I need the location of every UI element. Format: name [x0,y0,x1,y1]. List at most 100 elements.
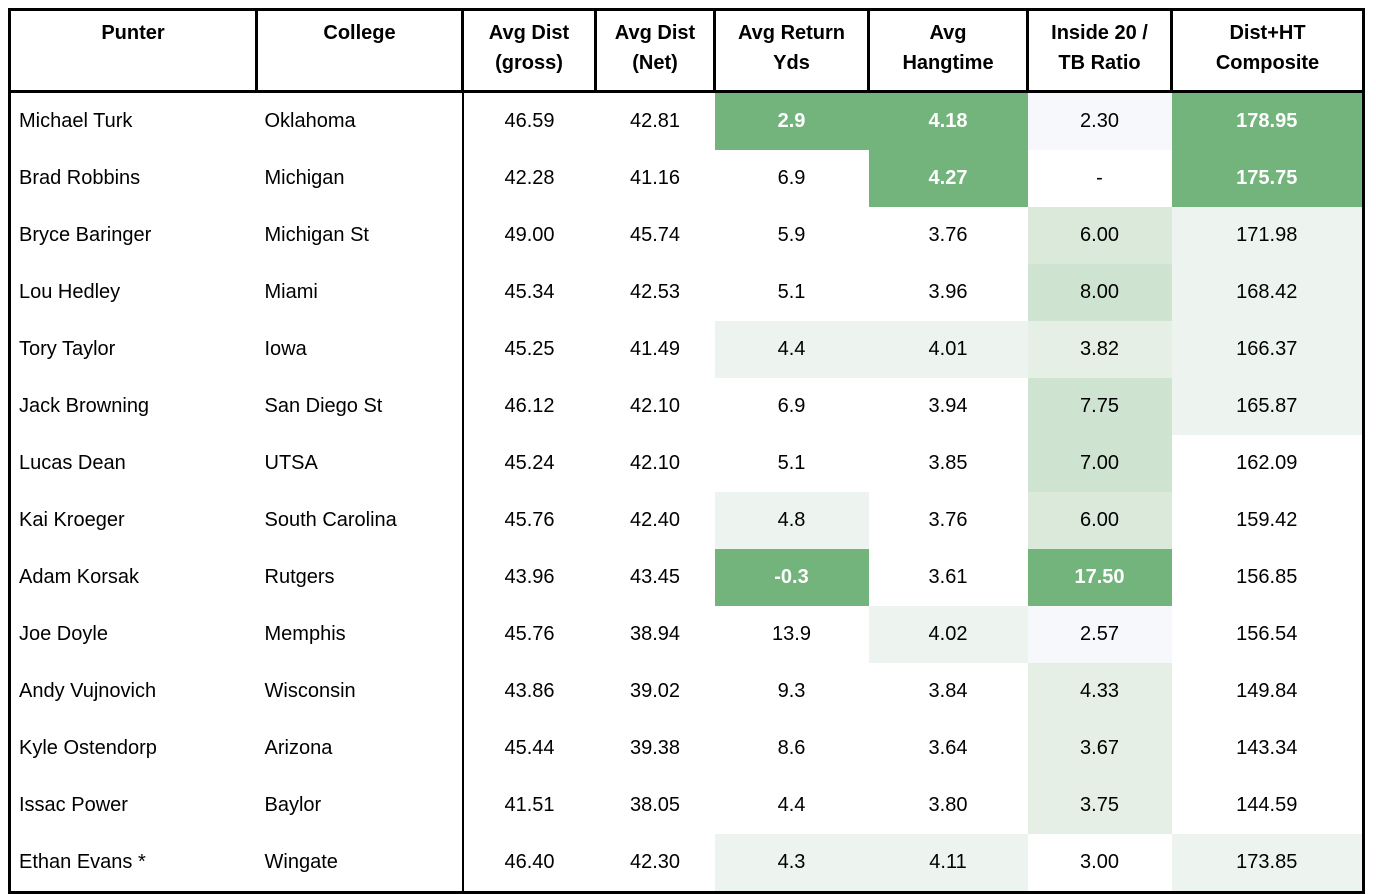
column-header-label: College [323,22,396,44]
punter-name-cell: Kai Kroeger [9,492,257,549]
stat-cell-avg-dist-net: 39.38 [595,720,715,777]
punter-name-cell: Michael Turk [9,91,257,150]
stat-cell-inside-20-tb-ratio: 6.00 [1027,492,1172,549]
stat-cell-dist-ht-composite: 149.84 [1171,663,1364,720]
stat-cell-inside-20-tb-ratio: 7.00 [1027,435,1172,492]
punter-name-cell: Kyle Ostendorp [9,720,257,777]
punter-name-cell: Andy Vujnovich [9,663,257,720]
stat-cell-avg-hangtime: 3.64 [868,720,1028,777]
stat-cell-avg-dist-gross: 45.25 [461,321,596,378]
column-header-label: Punter [101,22,165,44]
stat-cell-avg-return-yds: 5.1 [714,435,869,492]
stat-cell-avg-dist-net: 42.40 [595,492,715,549]
stat-cell-inside-20-tb-ratio: 3.00 [1027,834,1172,893]
stat-cell-avg-dist-gross: 46.12 [461,378,596,435]
stat-cell-avg-dist-net: 38.05 [595,777,715,834]
column-header-label: Avg Dist [614,22,696,44]
stat-cell-avg-dist-gross: 49.00 [461,207,596,264]
stat-cell-avg-hangtime: 3.84 [868,663,1028,720]
stat-cell-dist-ht-composite: 171.98 [1171,207,1364,264]
column-header-label: Avg [929,22,967,44]
stat-cell-avg-return-yds: 4.8 [714,492,869,549]
punter-name-cell: Brad Robbins [9,150,257,207]
column-header-dist-ht-composite: Dist+HT Composite [1170,8,1365,93]
column-header-college: College [255,8,464,93]
table-row: Brad Robbins Michigan 42.28 41.16 6.9 4.27-17… [9,150,1364,207]
column-header-label: Avg Dist [488,22,570,44]
stat-cell-avg-hangtime: 3.76 [868,492,1028,549]
stat-cell-dist-ht-composite: 162.09 [1171,435,1364,492]
column-header-label: Composite [1215,52,1320,74]
stat-cell-dist-ht-composite: 168.42 [1171,264,1364,321]
stat-cell-dist-ht-composite: 156.54 [1171,606,1364,663]
column-header-avg-dist-gross: Avg Dist (gross) [461,8,597,93]
college-cell: Miami [256,264,463,321]
college-cell: Arizona [256,720,463,777]
college-cell: Memphis [256,606,463,663]
stat-cell-avg-hangtime: 4.01 [868,321,1028,378]
stat-cell-avg-return-yds: -0.3 [714,549,869,606]
table-header: Punter College Avg Dist (gross) Avg Dist (Net… [8,8,1365,93]
table-row: Tory Taylor Iowa 45.25 41.49 4.4 4.01 3.82 166.… [9,321,1364,378]
column-header-label: Avg Return [737,22,846,44]
stat-cell-dist-ht-composite: 175.75 [1171,150,1364,207]
stat-cell-inside-20-tb-ratio: 2.30 [1027,91,1172,150]
table-row: Issac Power Baylor 41.51 38.05 4.4 3.80 3.75 14… [9,777,1364,834]
column-header-label: Hangtime [902,52,994,74]
column-header-avg-return-yds: Avg Return Yds [713,8,870,93]
stat-cell-inside-20-tb-ratio: 6.00 [1027,207,1172,264]
stat-cell-avg-hangtime: 4.27 [868,150,1028,207]
column-header-label: (gross) [495,52,563,74]
column-header-label: (Net) [632,52,678,74]
stat-cell-inside-20-tb-ratio: 4.33 [1027,663,1172,720]
stat-cell-avg-dist-net: 42.81 [595,91,715,150]
stat-cell-avg-return-yds: 4.3 [714,834,869,893]
stat-cell-avg-dist-net: 45.74 [595,207,715,264]
stat-cell-avg-dist-gross: 46.40 [461,834,596,893]
stat-cell-avg-dist-gross: 45.44 [461,720,596,777]
stat-cell-avg-hangtime: 3.76 [868,207,1028,264]
stat-cell-avg-return-yds: 4.4 [714,321,869,378]
punter-name-cell: Bryce Baringer [9,207,257,264]
stat-cell-avg-dist-gross: 43.86 [461,663,596,720]
stat-cell-inside-20-tb-ratio: 2.57 [1027,606,1172,663]
stat-cell-inside-20-tb-ratio: 7.75 [1027,378,1172,435]
column-header-inside-20-tb-ratio: Inside 20 / TB Ratio [1026,8,1173,93]
stat-cell-dist-ht-composite: 159.42 [1171,492,1364,549]
column-header-avg-dist-net: Avg Dist (Net) [594,8,716,93]
stat-cell-avg-return-yds: 8.6 [714,720,869,777]
stat-cell-inside-20-tb-ratio: 17.50 [1027,549,1172,606]
stat-cell-dist-ht-composite: 144.59 [1171,777,1364,834]
punter-name-cell: Ethan Evans * [9,834,257,893]
stat-cell-dist-ht-composite: 165.87 [1171,378,1364,435]
college-cell: Wingate [256,834,463,893]
stat-cell-inside-20-tb-ratio: - [1027,150,1172,207]
stat-cell-avg-hangtime: 3.85 [868,435,1028,492]
stat-cell-avg-dist-gross: 45.76 [461,492,596,549]
college-cell: Oklahoma [256,91,463,150]
college-cell: Michigan [256,150,463,207]
stat-cell-avg-dist-gross: 42.28 [461,150,596,207]
stat-cell-dist-ht-composite: 166.37 [1171,321,1364,378]
table-row: Joe Doyle Memphis 45.76 38.94 13.9 4.02 2.57 15… [9,606,1364,663]
punter-name-cell: Joe Doyle [9,606,257,663]
stat-cell-avg-dist-net: 42.53 [595,264,715,321]
stat-cell-dist-ht-composite: 173.85 [1171,834,1364,893]
stat-cell-avg-return-yds: 4.4 [714,777,869,834]
punter-stats-sheet: Punter College Avg Dist (gross) Avg Dist (Net… [8,8,1365,894]
stat-cell-avg-dist-net: 41.16 [595,150,715,207]
stat-cell-avg-dist-net: 41.49 [595,321,715,378]
stat-cell-avg-dist-gross: 43.96 [461,549,596,606]
stat-cell-avg-hangtime: 4.18 [868,91,1028,150]
table-row: Ethan Evans * Wingate 46.40 42.30 4.3 4.11 3.0… [9,834,1364,893]
stat-cell-avg-dist-gross: 45.24 [461,435,596,492]
stat-cell-avg-return-yds: 9.3 [714,663,869,720]
stat-cell-avg-hangtime: 4.11 [868,834,1028,893]
punter-name-cell: Lucas Dean [9,435,257,492]
stat-cell-avg-hangtime: 4.02 [868,606,1028,663]
stat-cell-avg-dist-net: 42.30 [595,834,715,893]
stat-cell-inside-20-tb-ratio: 3.75 [1027,777,1172,834]
punter-name-cell: Adam Korsak [9,549,257,606]
punter-stats-table: Punter College Avg Dist (gross) Avg Dist (Net… [8,8,1365,894]
stat-cell-inside-20-tb-ratio: 3.82 [1027,321,1172,378]
